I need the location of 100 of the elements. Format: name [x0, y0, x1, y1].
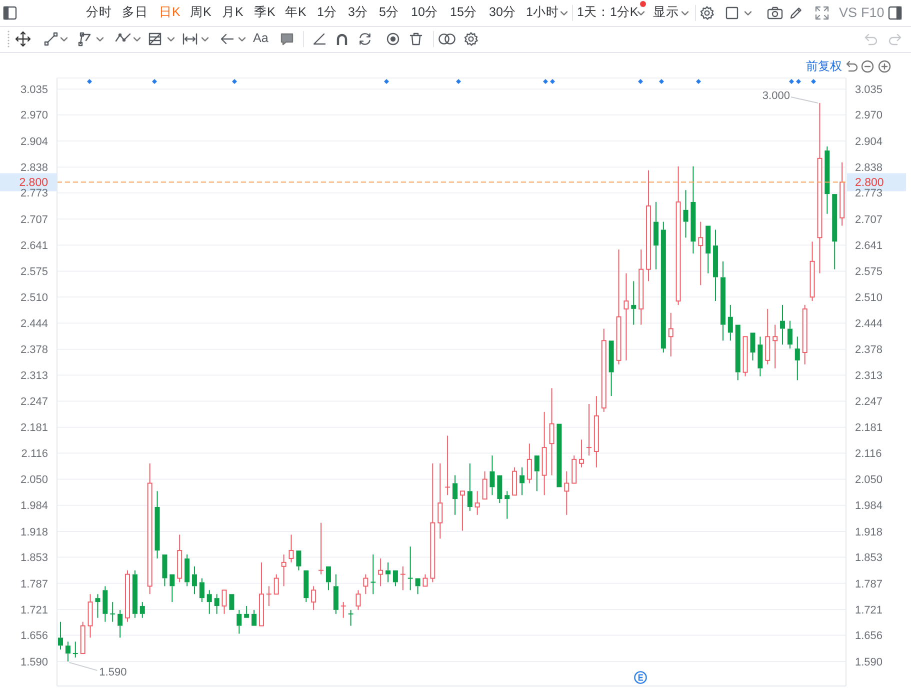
text: 3分 — [348, 4, 368, 22]
candlestick — [631, 280, 636, 326]
y2-tick-label: 2.838 — [855, 162, 883, 174]
candlestick — [624, 272, 629, 361]
y-tick-label: 2.313 — [20, 370, 48, 382]
text: 月K — [222, 4, 244, 22]
candlestick — [646, 170, 652, 282]
candlestick — [281, 554, 286, 587]
y-tick-label: 1.787 — [20, 578, 48, 590]
y2-tick-label: 1.787 — [855, 578, 883, 590]
ref-line-label: 2.800 — [19, 177, 48, 190]
candlestick — [467, 462, 472, 512]
text: 前复权 — [806, 58, 842, 74]
candlestick — [542, 411, 547, 496]
y2-tick-label: 2.116 — [855, 448, 882, 460]
y2-tick-label: 2.181 — [855, 422, 883, 434]
y2-tick-label: 2.313 — [855, 370, 883, 382]
candlestick — [780, 304, 786, 346]
candlestick — [794, 336, 800, 381]
text: 10分 — [411, 4, 438, 22]
candlestick — [444, 435, 451, 496]
y-tick-label: 2.970 — [20, 110, 48, 122]
text: 30分 — [489, 4, 516, 22]
text: Aa — [253, 30, 268, 48]
text: F10 — [861, 4, 884, 22]
text: 年K — [285, 4, 306, 22]
candlestick — [668, 312, 674, 357]
text: 2.800 — [855, 177, 884, 190]
candlestick — [728, 304, 733, 342]
y-tick-label: 2.773 — [20, 188, 48, 200]
y-tick-label: 1.656 — [20, 630, 48, 642]
y2-tick-label: 1.721 — [855, 604, 883, 616]
text: 1分 — [317, 4, 337, 22]
y2-tick-label: 2.050 — [855, 474, 883, 486]
candlestick — [192, 566, 197, 595]
text: VS — [839, 4, 858, 22]
y-tick-label: 2.510 — [20, 292, 48, 304]
candlestick — [140, 602, 145, 618]
candlestick — [474, 490, 480, 516]
y2-tick-label: 2.575 — [855, 266, 883, 278]
candlestick — [690, 166, 696, 254]
y-tick-label: 3.035 — [20, 84, 48, 96]
candlestick — [206, 590, 212, 614]
candlestick — [824, 146, 830, 214]
y2-tick-label: 1.853 — [855, 552, 883, 564]
y2-tick-label: 1.656 — [855, 630, 883, 642]
candlestick — [758, 336, 763, 377]
candlestick — [549, 388, 554, 476]
candlestick — [653, 201, 658, 270]
y2-tick-label: 2.444 — [855, 318, 883, 330]
text: 周K — [190, 4, 212, 22]
candlestick — [132, 570, 138, 618]
candlestick — [660, 221, 666, 353]
candlestick — [184, 554, 190, 587]
candlestick — [147, 462, 152, 595]
text: 15分 — [450, 4, 477, 22]
candlestick — [102, 586, 108, 622]
candlestick — [370, 554, 376, 595]
text: 分时 — [86, 4, 112, 22]
candlestick — [772, 324, 778, 369]
candlestick — [452, 474, 458, 516]
candlestick — [638, 249, 644, 326]
candlestick — [698, 221, 704, 286]
candlestick — [110, 602, 116, 622]
candlestick — [713, 229, 718, 302]
candlestick — [214, 594, 220, 614]
y-tick-label: 1.918 — [20, 526, 48, 538]
y-tick-label: 2.707 — [20, 214, 48, 226]
candlestick — [154, 490, 160, 559]
y-tick-label: 2.575 — [20, 266, 48, 278]
y2-tick-label: 2.247 — [855, 396, 883, 408]
candlestick — [65, 641, 70, 662]
candlestick — [378, 558, 384, 587]
y2-tick-label: 2.773 — [855, 188, 883, 200]
candlestick — [266, 586, 272, 606]
y2-tick-label: 2.378 — [855, 344, 883, 356]
y-tick-label: 2.378 — [20, 344, 48, 356]
candlestick — [504, 490, 510, 520]
text: 1天：1分K — [577, 4, 638, 22]
candlestick — [236, 609, 242, 634]
candlestick — [400, 566, 406, 591]
y2-tick-label: 3.035 — [855, 84, 883, 96]
y2-tick-label: 2.641 — [855, 240, 883, 252]
candlestick — [683, 190, 688, 238]
candlestick — [720, 260, 726, 342]
candlestick — [386, 562, 391, 583]
annotation: 1.590 — [99, 666, 127, 678]
text: 5分 — [379, 4, 399, 22]
y-tick-label: 2.247 — [20, 396, 48, 408]
candlestick — [58, 621, 63, 650]
y-tick-label: 2.050 — [20, 474, 48, 486]
y2-tick-label: 1.984 — [855, 500, 883, 512]
y2-tick-label: 2.510 — [855, 292, 883, 304]
text: 显示 — [653, 4, 679, 22]
y-tick-label: 2.181 — [20, 422, 48, 434]
text: 季K — [254, 4, 276, 22]
y-tick-label: 1.853 — [20, 552, 48, 564]
y2-tick-label: 2.970 — [855, 110, 883, 122]
text: 多日 — [122, 4, 148, 22]
candlestick — [95, 594, 100, 618]
